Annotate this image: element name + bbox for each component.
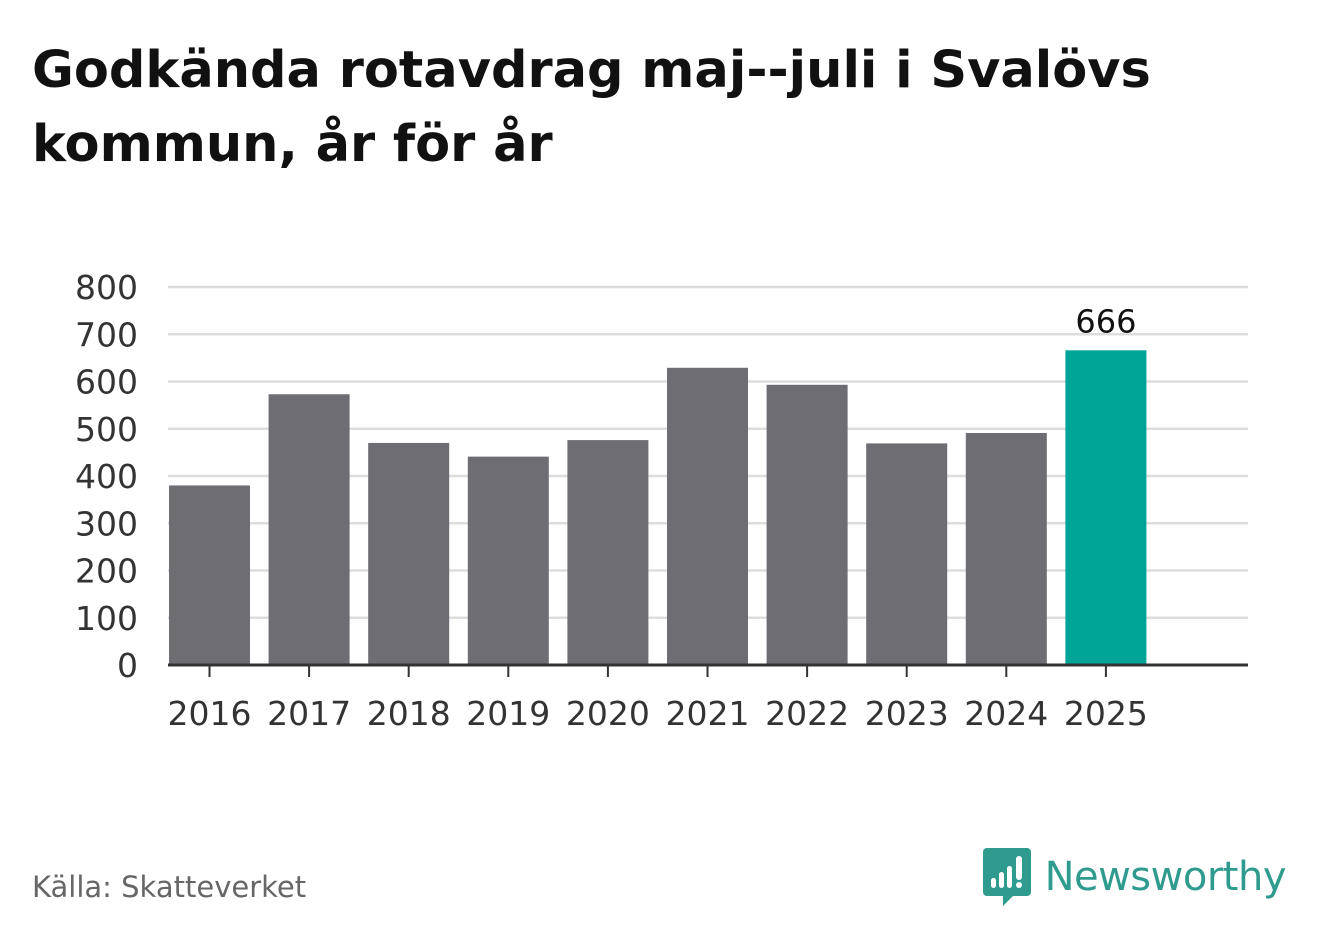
- bar-2017: [268, 394, 350, 665]
- x-tick-label: 2024: [964, 694, 1048, 733]
- y-axis-labels: 0 100 200 300 400 500 600 700 800: [75, 268, 138, 685]
- bar-2016: [169, 485, 250, 665]
- x-tick-label: 2016: [168, 694, 252, 733]
- brand-name: Newsworthy: [1044, 854, 1287, 900]
- bar-2024: [965, 433, 1047, 665]
- y-tick-label: 500: [75, 410, 138, 449]
- y-tick-label: 200: [75, 552, 138, 591]
- bar-2020: [567, 440, 649, 665]
- data-label: 666: [1075, 302, 1136, 340]
- y-tick-label: 400: [75, 457, 138, 496]
- x-tick-label: 2023: [865, 694, 949, 733]
- x-axis-labels: 2016 2017 2018 2019 2020 2021 2022 2023 2024 2025: [168, 694, 1148, 733]
- bars: [169, 350, 1147, 665]
- y-tick-label: 700: [75, 315, 138, 354]
- source-note: Källa: Skatteverket: [32, 870, 307, 904]
- bar-2023: [866, 443, 948, 665]
- chart-title: Godkända rotavdrag maj--juli i Svalövs k…: [32, 41, 1151, 174]
- x-tick-label: 2021: [666, 694, 750, 733]
- bar-2018: [368, 442, 450, 665]
- x-tick-label: 2019: [466, 694, 550, 733]
- y-tick-label: 100: [75, 599, 138, 638]
- y-tick-label: 800: [75, 268, 138, 307]
- x-tick-label: 2017: [267, 694, 351, 733]
- newsworthy-logo-icon: [982, 848, 1031, 906]
- bar-2025: [1065, 350, 1147, 665]
- brand-logo: Newsworthy: [982, 848, 1287, 906]
- y-tick-label: 600: [75, 363, 138, 402]
- x-axis: [168, 663, 1248, 677]
- data-labels: 666: [1075, 302, 1136, 340]
- x-tick-label: 2025: [1064, 694, 1148, 733]
- x-tick-label: 2020: [566, 694, 650, 733]
- bar-2021: [667, 367, 748, 665]
- x-tick-label: 2022: [765, 694, 849, 733]
- bar-2019: [467, 456, 549, 665]
- y-tick-label: 300: [75, 504, 138, 543]
- y-tick-label: 0: [117, 646, 138, 685]
- bar-2022: [766, 384, 848, 665]
- x-tick-label: 2018: [367, 694, 451, 733]
